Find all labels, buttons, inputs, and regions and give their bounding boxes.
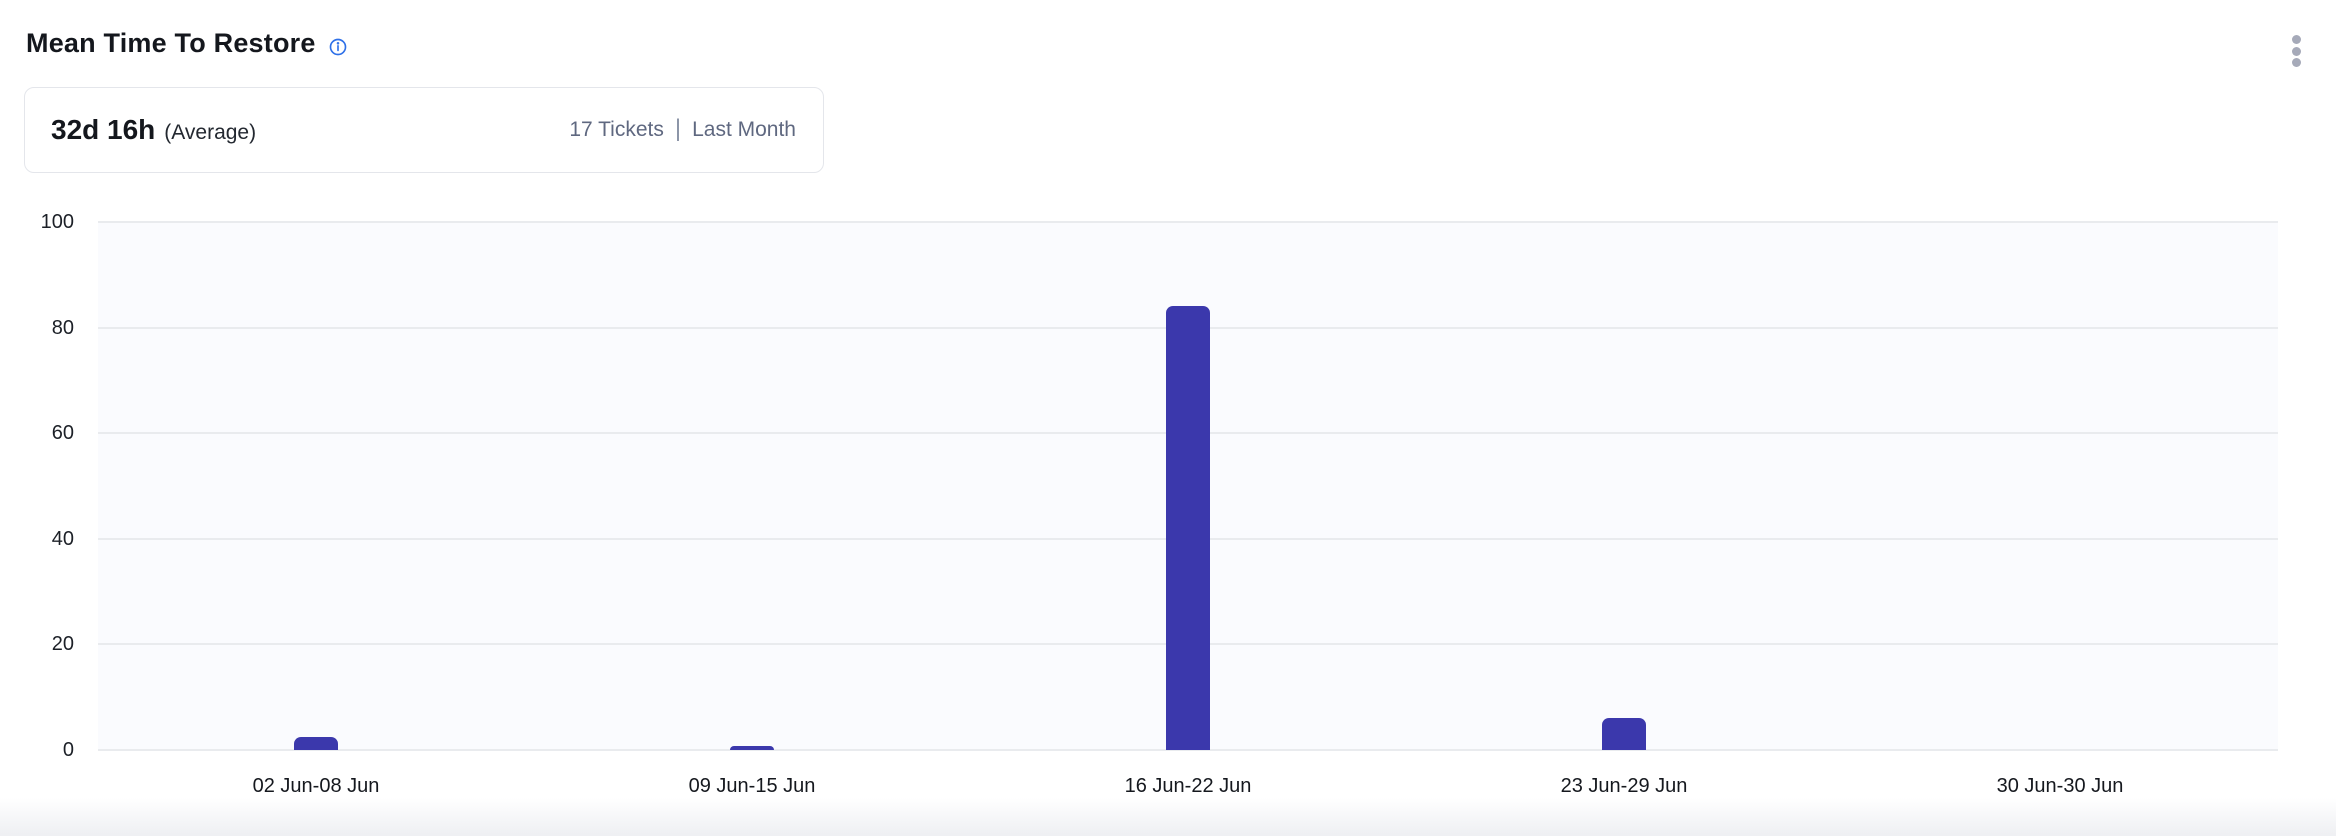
summary-card: 32d 16h (Average) 17 Tickets | Last Mont… bbox=[24, 87, 824, 173]
period-label: Last Month bbox=[692, 118, 796, 141]
x-tick-label-3: 23 Jun-29 Jun bbox=[1560, 775, 1688, 797]
x-tick-label-0: 02 Jun-08 Jun bbox=[252, 775, 380, 797]
y-tick-label-40: 40 bbox=[51, 527, 74, 550]
y-tick-label-0: 0 bbox=[62, 739, 74, 761]
y-tick-label-100: 100 bbox=[40, 211, 74, 233]
kebab-dot bbox=[2291, 58, 2301, 67]
y-tick-label-80: 80 bbox=[51, 316, 74, 339]
tickets-count: 17 Tickets bbox=[569, 118, 664, 141]
info-icon-glyph bbox=[329, 38, 346, 55]
info-icon[interactable] bbox=[329, 38, 347, 56]
y-tick-label-60: 60 bbox=[51, 422, 74, 445]
kebab-menu-button[interactable] bbox=[2284, 30, 2308, 72]
x-tick-label-1: 09 Jun-15 Jun bbox=[688, 775, 816, 797]
bar-1[interactable] bbox=[730, 745, 774, 750]
page-title: Mean Time To Restore bbox=[26, 28, 316, 58]
bar-3[interactable] bbox=[1602, 718, 1646, 750]
x-tick-label-2: 16 Jun-22 Jun bbox=[1124, 775, 1252, 797]
gridline-100 bbox=[98, 221, 2278, 223]
mttr-bar-chart: 0 20 40 60 80 100 02 Jun-08 Jun 09 Jun-15 Jun 16… bbox=[0, 211, 2336, 832]
bar-2[interactable] bbox=[1166, 306, 1210, 750]
widget-header: Mean Time To Restore bbox=[26, 28, 347, 59]
summary-meta: 17 Tickets | Last Month bbox=[569, 115, 796, 144]
meta-separator: | bbox=[674, 115, 682, 142]
bar-0[interactable] bbox=[294, 736, 338, 750]
average-value: 32d 16h bbox=[51, 114, 156, 145]
kebab-dot bbox=[2291, 46, 2301, 56]
kebab-dot bbox=[2291, 35, 2301, 44]
x-tick-label-4: 30 Jun-30 Jun bbox=[1996, 775, 2124, 797]
plot-area bbox=[98, 221, 2278, 751]
summary-average: 32d 16h (Average) bbox=[51, 114, 256, 146]
gridline-0 bbox=[98, 749, 2278, 751]
y-tick-label-20: 20 bbox=[51, 633, 74, 656]
average-caption: (Average) bbox=[164, 121, 257, 144]
